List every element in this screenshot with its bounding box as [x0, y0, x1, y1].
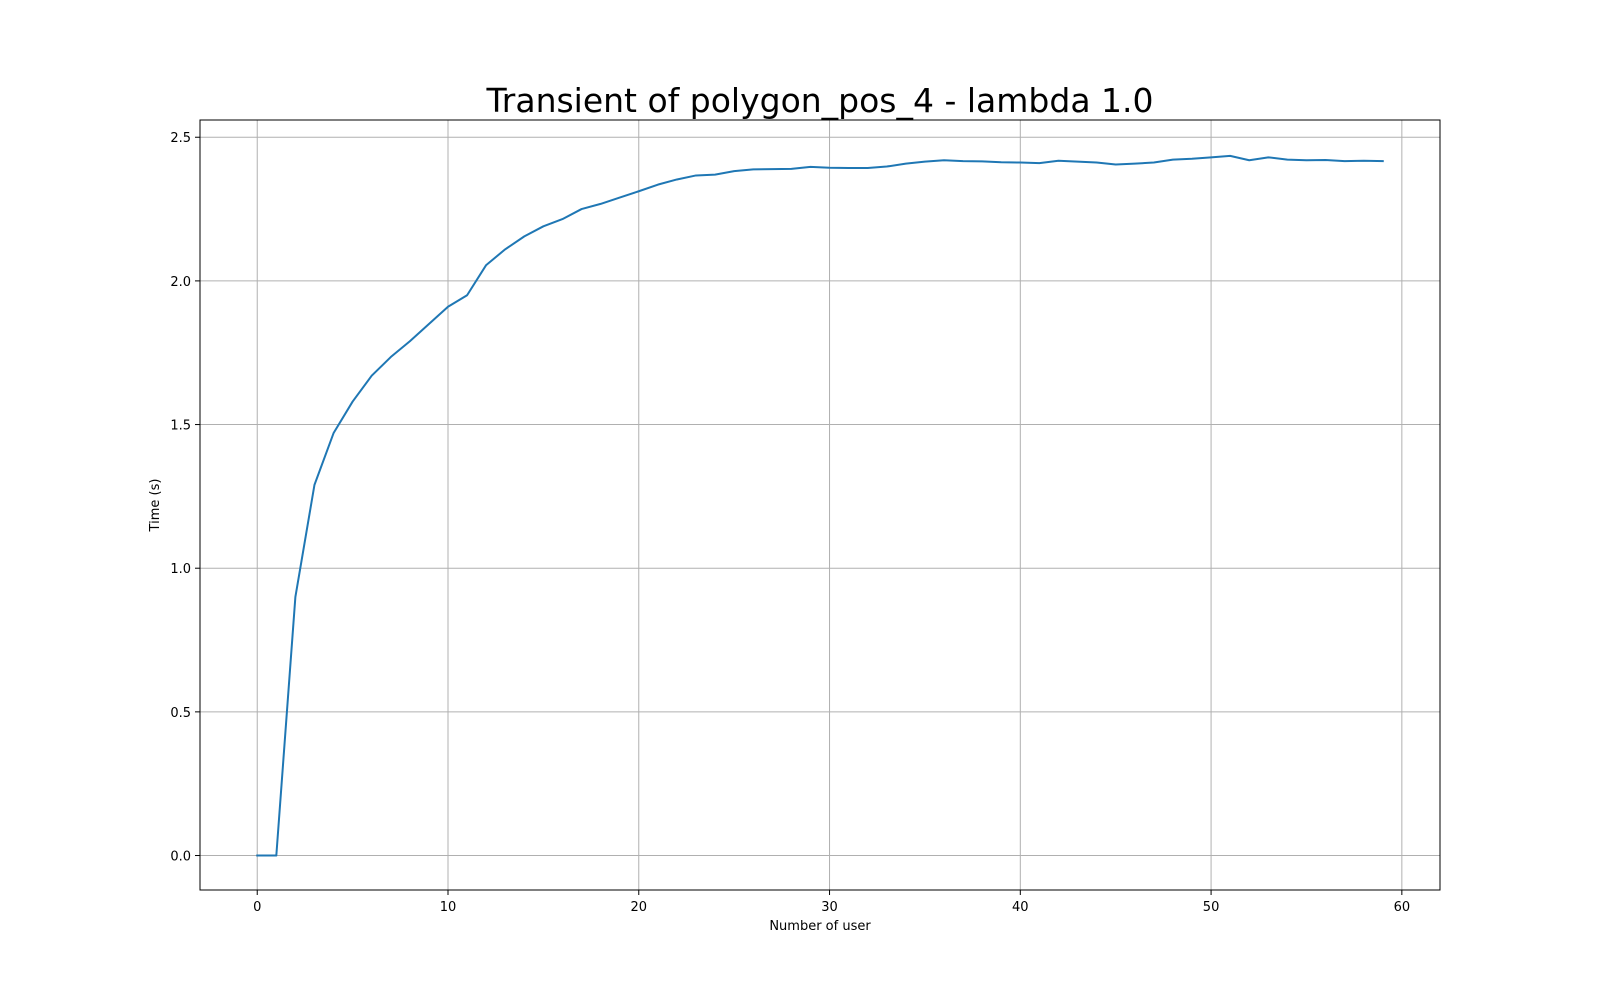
y-tick-label: 0.0 [170, 850, 191, 865]
x-axis-label: Number of user [769, 919, 871, 934]
plot-frame [199, 119, 1441, 891]
chart-title: Transient of polygon_pos_4 - lambda 1.0 [485, 81, 1153, 120]
x-tick-label: 10 [440, 900, 457, 915]
grid [200, 120, 1440, 890]
series-line-0 [256, 154, 1384, 857]
x-tick-label: 0 [253, 900, 261, 915]
x-tick-label: 40 [1012, 900, 1029, 915]
y-tick-label: 1.0 [170, 562, 191, 577]
y-tick-label: 2.0 [170, 275, 191, 290]
y-tick-label: 1.5 [170, 419, 191, 434]
y-tick-label: 2.5 [170, 131, 191, 146]
series-layer [256, 154, 1384, 857]
y-axis-label: Time (s) [148, 479, 163, 533]
x-tick-label: 30 [821, 900, 838, 915]
axis-ticks: 0 10 20 30 40 50 60 0.0 0.5 1.0 1.5 2.0 2.5 [170, 131, 1410, 915]
x-tick-label: 50 [1203, 900, 1220, 915]
x-tick-label: 60 [1394, 900, 1411, 915]
x-tick-label: 20 [630, 900, 647, 915]
y-tick-label: 0.5 [170, 706, 191, 721]
